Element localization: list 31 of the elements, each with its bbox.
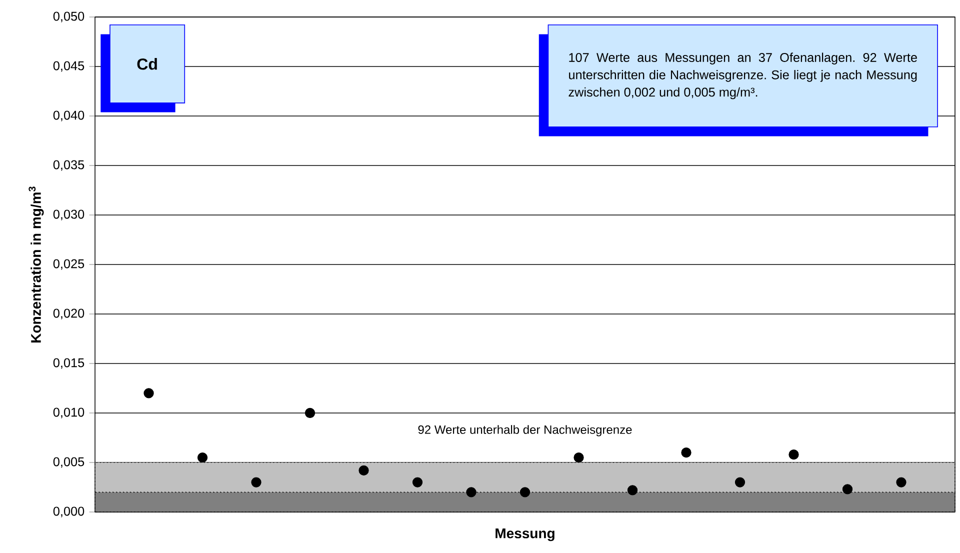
y-tick-label: 0,030 (53, 210, 84, 220)
y-tick-label: 0,015 (53, 358, 84, 369)
y-tick-label: 0,005 (53, 457, 84, 468)
y-tick-label: 0,050 (53, 12, 84, 22)
point (681, 448, 692, 458)
annotation: 107 Werte aus Messungen an 37 Ofenanlagen. 92 Werte unterschritten die Nachweisgrenze. Sie liegt je nach Messung zwischen 0,002 und 0,005 mg/m³. (568, 52, 917, 100)
y-axis-title: Konzentration in mg/m$^{3}$ (28, 186, 44, 342)
x-axis-title: Messung (496, 528, 554, 542)
band-label: 92 Werte unterhalb der Nachweisgrenze (418, 425, 632, 436)
point (144, 388, 154, 398)
y-tick-label: 0,040 (53, 110, 84, 122)
point (304, 408, 316, 418)
point (896, 477, 906, 488)
y-tick-label: 0,045 (53, 61, 84, 72)
y-tick-label: 0,035 (53, 160, 84, 171)
annotation: Cd (137, 58, 157, 70)
point (734, 477, 746, 488)
point (788, 449, 799, 460)
point (520, 487, 530, 498)
y-tick-label: 0,000 (53, 506, 84, 518)
point (197, 452, 208, 463)
point (358, 465, 369, 476)
point (412, 477, 423, 488)
point (574, 452, 584, 463)
y-tick-label: 0,025 (53, 259, 84, 270)
point (251, 477, 262, 488)
y-tick-label: 0,010 (53, 408, 84, 418)
point (842, 484, 853, 494)
point (466, 487, 476, 498)
point (627, 485, 638, 496)
y-tick-label: 0,020 (53, 308, 84, 320)
